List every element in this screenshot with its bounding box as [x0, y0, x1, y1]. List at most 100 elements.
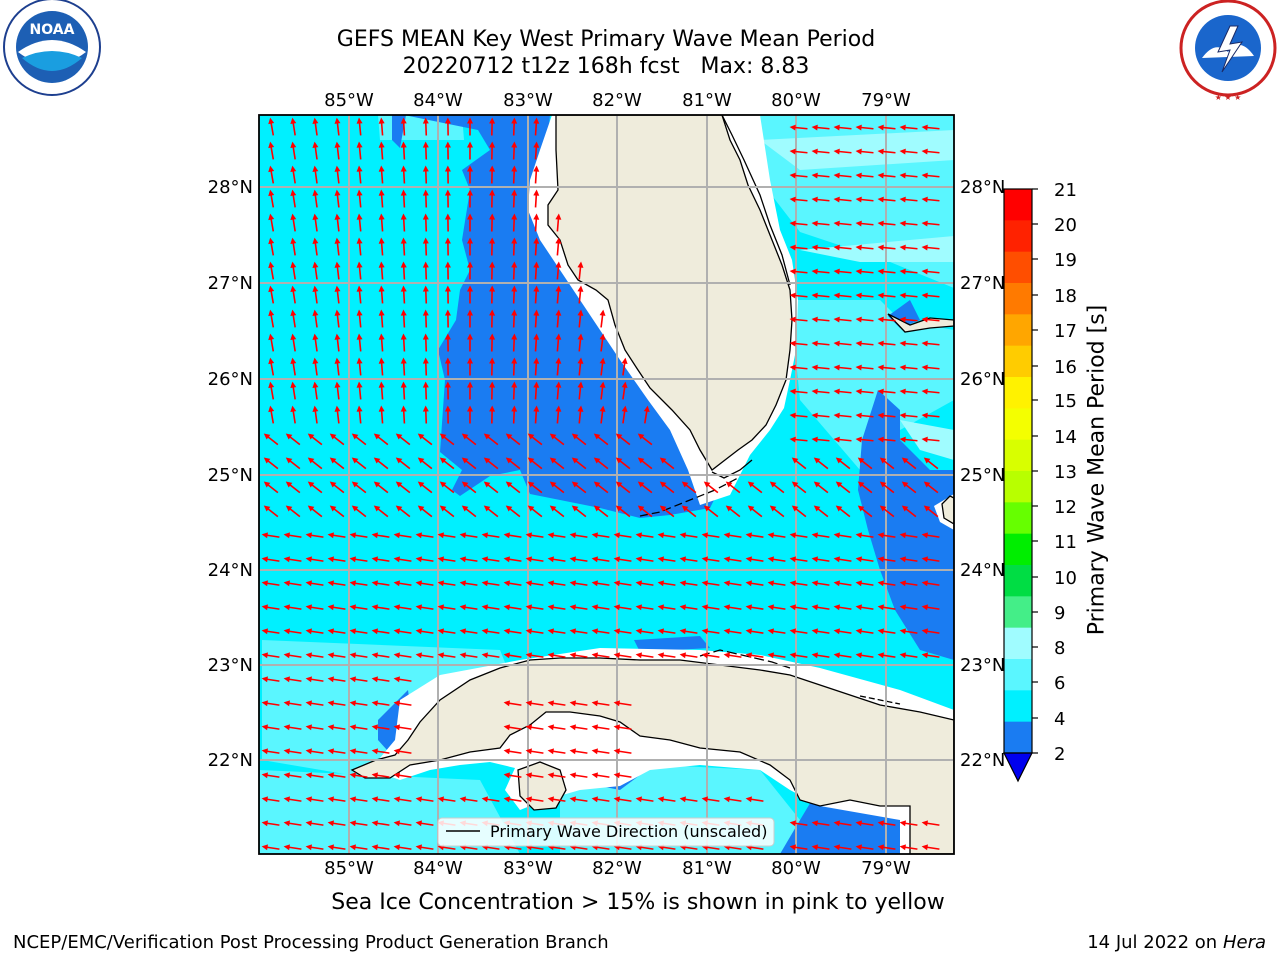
colorbar-label: Primary Wave Mean Period [s] — [1084, 304, 1110, 636]
wave-arrow-head — [511, 405, 518, 412]
wave-arrow-head — [923, 457, 931, 464]
wave-arrow-head — [789, 316, 796, 323]
wave-arrow-head — [290, 213, 297, 221]
wave-arrow-head — [833, 820, 840, 827]
wave-arrow-head — [599, 381, 606, 388]
wave-arrow-head — [877, 388, 884, 395]
wave-arrow-head — [533, 333, 540, 340]
wave-arrow-head — [591, 796, 598, 803]
wave-arrow-head — [745, 796, 752, 803]
wave-arrow-head — [305, 844, 312, 851]
wave-arrow-head — [635, 796, 642, 803]
wave-arrow-head — [533, 117, 540, 124]
wave-arrow-head — [459, 652, 466, 659]
wave-arrow-head — [569, 652, 576, 659]
colorbar-segment — [1004, 189, 1032, 221]
wave-arrow-head — [505, 505, 513, 512]
colorbar-segment — [1004, 565, 1032, 597]
wave-arrow-head — [467, 357, 474, 364]
wave-arrow-head — [261, 700, 268, 707]
wave-arrow-head — [637, 505, 645, 512]
wave-arrow-head — [329, 433, 337, 440]
lon-label-bottom: 80°W — [771, 858, 821, 879]
wave-arrow-head — [437, 580, 444, 587]
wave-arrow-head — [356, 333, 363, 340]
wave-arrow-head — [481, 628, 488, 635]
wave-arrow-head — [378, 261, 385, 268]
wave-arrow-head — [305, 556, 312, 563]
wave-arrow-head — [459, 532, 466, 539]
wave-arrow-head — [533, 285, 540, 292]
wave-arrow-head — [437, 796, 444, 803]
wave-arrow-head — [503, 580, 510, 587]
wave-arrow-head — [305, 532, 312, 539]
wave-arrow-head — [747, 481, 755, 488]
wave-arrow-head — [489, 189, 496, 196]
wave-arrow-head — [503, 628, 510, 635]
wave-arrow-head — [525, 772, 532, 779]
wave-arrow-head — [833, 364, 840, 371]
wave-arrow-head — [268, 189, 275, 197]
wave-arrow-head — [415, 820, 422, 827]
wave-arrow-head — [591, 556, 598, 563]
wave-arrow-head — [857, 457, 865, 464]
lon-label-top: 79°W — [861, 90, 911, 111]
wave-arrow-head — [811, 628, 818, 635]
wave-arrow-head — [268, 309, 275, 317]
wave-arrow-head — [525, 580, 532, 587]
wave-arrow-head — [334, 381, 341, 388]
wave-arrow-head — [393, 748, 400, 755]
wave-arrow-head — [349, 604, 356, 611]
wave-arrow-head — [261, 652, 268, 659]
wave-arrow-head — [312, 261, 319, 268]
wave-arrow-head — [767, 556, 774, 563]
wave-arrow-head — [261, 580, 268, 587]
wave-arrow-head — [789, 580, 796, 587]
wave-arrow-head — [855, 412, 862, 419]
colorbar-segment — [1004, 471, 1032, 503]
wave-arrow-head — [378, 333, 385, 340]
wave-arrow-head — [877, 628, 884, 635]
lon-label-top: 85°W — [324, 90, 374, 111]
wave-arrow-head — [261, 724, 268, 731]
wave-arrow-head — [327, 580, 334, 587]
wave-arrow-head — [635, 628, 642, 635]
wave-arrow-head — [613, 604, 620, 611]
wave-arrow-head — [857, 481, 865, 488]
wave-arrow-head — [555, 213, 562, 220]
wave-arrow-head — [811, 604, 818, 611]
wave-arrow-head — [307, 433, 315, 440]
lon-label-top: 82°W — [592, 90, 642, 111]
wave-arrow-head — [877, 412, 884, 419]
wave-arrow-head — [327, 556, 334, 563]
wave-arrow-head — [481, 532, 488, 539]
wave-arrow-head — [657, 556, 664, 563]
wave-arrow-head — [525, 748, 532, 755]
wave-arrow-head — [268, 261, 275, 269]
wave-arrow-head — [855, 172, 862, 179]
wave-arrow-head — [615, 505, 623, 512]
wave-arrow-head — [879, 457, 887, 464]
wave-arrow-head — [349, 796, 356, 803]
wave-arrow-head — [481, 580, 488, 587]
wave-arrow-head — [481, 556, 488, 563]
footer-host: Hera — [1222, 932, 1266, 953]
wave-arrow-head — [555, 405, 562, 412]
wave-arrow-head — [422, 405, 429, 412]
wave-arrow-head — [833, 652, 840, 659]
lon-label-top: 81°W — [682, 90, 732, 111]
wave-arrow-head — [855, 340, 862, 347]
wave-arrow-head — [444, 333, 451, 340]
footer-date: 14 Jul 2022 on Hera — [1087, 932, 1266, 953]
wave-arrow-head — [378, 381, 385, 388]
wave-arrow-head — [525, 628, 532, 635]
wave-arrow-head — [921, 244, 928, 251]
wave-arrow-head — [791, 457, 799, 464]
lon-label-bottom: 79°W — [861, 858, 911, 879]
wave-arrow-head — [621, 381, 628, 388]
wave-arrow-head — [283, 820, 290, 827]
wave-arrow-head — [657, 604, 664, 611]
wave-arrow-head — [701, 796, 708, 803]
lat-labels-right: 28°N 27°N 26°N 25°N 24°N 23°N 22°N — [960, 177, 1005, 771]
wave-arrow-head — [569, 580, 576, 587]
